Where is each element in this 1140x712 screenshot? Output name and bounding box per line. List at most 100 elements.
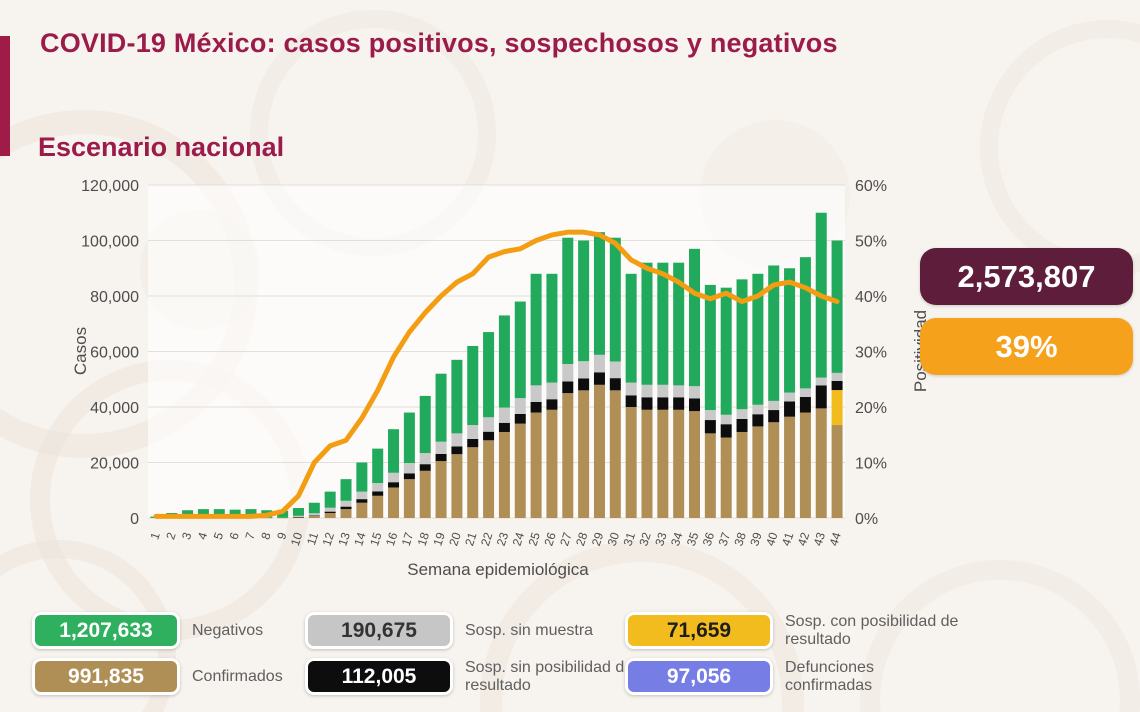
x-tick-label: 31 [621,530,639,547]
x-tick-label: 35 [684,530,702,547]
legend-item: 190,675 Sosp. sin muestra [305,612,593,649]
x-tick-label: 18 [415,530,433,547]
bar-segment-week-26 [546,399,558,410]
bar-segment-week-32 [641,384,653,398]
bar-segment-week-39 [752,414,764,427]
bar-segment-week-30 [609,390,621,518]
x-tick-label: 41 [779,530,797,547]
bar-segment-week-36 [704,284,716,411]
bar-segment-week-28 [578,378,590,391]
bar-segment-week-22 [483,417,495,432]
page-title: COVID-19 México: casos positivos, sospec… [40,28,838,58]
y-tick-left: 40,000 [90,400,139,417]
left-accent-bar [0,36,10,156]
y-tick-left: 80,000 [90,289,139,306]
bar-segment-week-23 [498,431,510,518]
bar-segment-week-41 [784,401,796,417]
bar-segment-week-38 [736,431,748,518]
bar-segment-week-38 [736,418,748,432]
bar-segment-week-41 [784,392,796,402]
x-tick-label: 43 [811,530,829,547]
x-tick-label: 5 [211,530,226,541]
bar-segment-week-14 [356,462,368,492]
legend-item: 71,659 Sosp. con posibilidad de resultado [625,612,963,649]
x-tick-label: 39 [747,530,765,547]
legend-item: 991,835 Confirmados [32,658,283,695]
bar-segment-week-15 [372,448,384,484]
bar-segment-week-11 [308,513,320,516]
bar-segment-week-24 [514,423,526,518]
bar-segment-week-8 [261,517,273,519]
bar-segment-week-27 [562,381,574,394]
bar-segment-week-30 [609,361,621,379]
x-tick-label: 36 [700,530,718,547]
bar-segment-week-39 [752,404,764,415]
bar-segment-week-18 [419,470,431,518]
bar-segment-week-33 [657,409,669,518]
bar-segment-week-22 [483,440,495,518]
bar-segment-week-26 [546,382,558,400]
x-tick-label: 9 [274,530,289,541]
bar-segment-week-29 [593,384,605,518]
legend-value-pill: 1,207,633 [32,612,180,649]
bar-segment-week-31 [625,382,637,396]
bar-segment-week-28 [578,361,590,379]
bar-segment-week-38 [736,409,748,419]
bar-segment-week-30 [609,237,621,362]
bar-segment-week-44 [831,372,843,381]
bar-segment-week-37 [720,437,732,518]
bar-segment-week-16 [388,487,400,518]
bar-segment-week-4 [197,509,209,518]
x-tick-label: 19 [430,530,448,547]
bar-segment-week-29 [593,232,605,355]
y-tick-right: 60% [855,178,887,195]
chart-legend: 1,207,633 Negativos 190,675 Sosp. sin muest… [0,604,1140,708]
x-tick-label: 27 [557,530,575,547]
bar-segment-week-31 [625,273,637,383]
x-tick-label: 7 [242,530,257,541]
bar-segment-week-35 [689,398,701,412]
x-tick-label: 20 [446,530,464,547]
legend-label: Sosp. sin posibilidad de resultado [465,658,634,694]
bar-segment-week-44 [831,390,843,426]
bar-segment-week-36 [704,410,716,421]
y-tick-right: 40% [855,289,887,306]
bar-segment-week-44 [831,380,843,391]
bar-segment-week-33 [657,384,669,398]
x-tick-label: 33 [652,530,670,547]
x-tick-label: 3 [179,530,194,541]
legend-item: 1,207,633 Negativos [32,612,263,649]
x-tick-label: 26 [541,530,559,547]
legend-label: Sosp. con posibilidad de resultado [785,612,959,648]
y-tick-left: 20,000 [90,456,139,473]
bar-segment-week-24 [514,301,526,399]
x-tick-label: 40 [763,530,781,547]
bar-segment-week-36 [704,420,716,434]
x-tick-label: 29 [589,530,607,547]
bar-segment-week-5 [213,509,225,518]
bar-segment-week-35 [689,248,701,387]
bar-segment-week-7 [245,509,257,518]
bar-segment-week-25 [530,412,542,518]
bar-segment-week-15 [372,495,384,518]
bar-segment-week-43 [815,408,827,518]
legend-value-pill: 97,056 [625,658,773,695]
bar-segment-week-35 [689,386,701,399]
bar-segment-week-10 [292,516,304,518]
bar-segment-week-41 [784,268,796,393]
legend-value-pill: 991,835 [32,658,180,695]
bar-segment-week-21 [467,447,479,518]
x-tick-label: 23 [494,530,512,547]
cases-positivity-chart: Casos Positividad 00%20,00010%40,00020%6… [70,175,930,595]
bar-segment-week-14 [356,491,368,500]
x-tick-label: 37 [716,530,734,547]
positivity-badge: 39% [920,318,1133,375]
bar-segment-week-13 [340,500,352,507]
page-subtitle: Escenario nacional [38,132,285,162]
y-tick-right: 30% [855,345,887,362]
bar-segment-week-32 [641,397,653,410]
x-tick-label: 22 [478,530,496,547]
y-tick-left: 0 [130,511,139,528]
x-tick-label: 6 [227,530,242,541]
